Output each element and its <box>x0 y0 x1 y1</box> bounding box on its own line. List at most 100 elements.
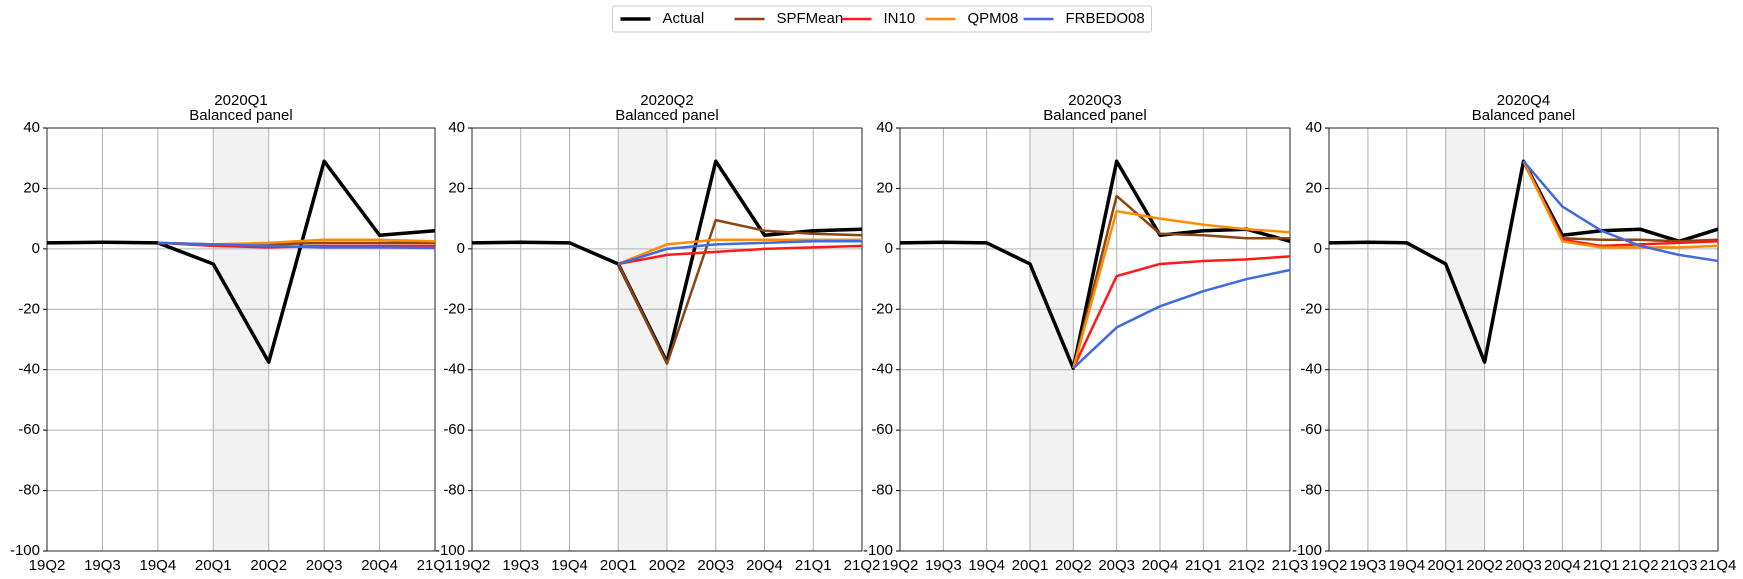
plot-frame <box>899 127 1291 552</box>
y-tick-label: -20 <box>443 300 465 317</box>
x-tick-label: 20Q2 <box>1466 557 1503 574</box>
x-tick-label: 20Q4 <box>1142 557 1179 574</box>
shaded-span <box>1030 128 1074 551</box>
x-tick-label: 19Q3 <box>84 557 121 574</box>
x-tick-label: 21Q3 <box>1661 557 1698 574</box>
x-tick-label: 20Q2 <box>1055 557 1092 574</box>
y-tick-label: -60 <box>443 421 465 438</box>
y-tick-label: 0 <box>885 240 893 257</box>
x-tick-label: 19Q4 <box>968 557 1005 574</box>
plot-frame <box>1328 127 1719 552</box>
x-tick-label: 21Q2 <box>1622 557 1659 574</box>
x-tick-label: 21Q4 <box>1700 557 1737 574</box>
x-tick-label: 20Q4 <box>1544 557 1581 574</box>
x-tick-label: 20Q3 <box>1505 557 1542 574</box>
series-line <box>1072 268 1291 370</box>
x-tick-label: 20Q2 <box>250 557 287 574</box>
y-tick-label: -20 <box>18 300 40 317</box>
chart-title: 2020Q4 <box>1497 92 1550 109</box>
x-tick-label: 19Q4 <box>140 557 177 574</box>
y-tick-label: 40 <box>448 119 465 136</box>
x-tick-label: 19Q2 <box>1311 557 1348 574</box>
y-tick-label: -20 <box>871 300 893 317</box>
legend-label: QPM08 <box>968 10 1019 27</box>
y-tick-label: -40 <box>443 361 465 378</box>
legend-box <box>612 5 1152 33</box>
legend-label: SPFMean <box>777 10 844 27</box>
series-line <box>1522 160 1719 248</box>
x-tick-label: 20Q1 <box>600 557 637 574</box>
x-tick-label: 20Q1 <box>1012 557 1049 574</box>
x-tick-label: 21Q1 <box>1185 557 1222 574</box>
y-tick-label: 0 <box>1314 240 1322 257</box>
series-line <box>617 238 862 266</box>
y-tick-label: 20 <box>876 179 893 196</box>
x-tick-label: 19Q3 <box>925 557 962 574</box>
x-tick-label: 19Q4 <box>551 557 588 574</box>
y-tick-label: -80 <box>18 482 40 499</box>
shaded-span <box>618 128 667 551</box>
series-line <box>1072 194 1290 369</box>
y-tick-label: -100 <box>863 542 893 559</box>
y-tick-label: -60 <box>1300 421 1322 438</box>
y-tick-label: -100 <box>435 542 465 559</box>
x-tick-label: 20Q3 <box>1098 557 1135 574</box>
legend-label: Actual <box>663 10 705 27</box>
x-tick-label: 20Q3 <box>697 557 734 574</box>
y-tick-label: 40 <box>876 119 893 136</box>
chart-subtitle: Balanced panel <box>1043 107 1146 124</box>
x-tick-label: 21Q1 <box>1583 557 1620 574</box>
shaded-span <box>1445 128 1485 551</box>
chart-title: 2020Q3 <box>1068 92 1121 109</box>
x-tick-label: 19Q4 <box>1388 557 1425 574</box>
y-tick-label: 0 <box>32 240 40 257</box>
legend-label: FRBEDO08 <box>1066 10 1145 27</box>
x-tick-label: 21Q2 <box>844 557 881 574</box>
y-tick-label: -60 <box>871 421 893 438</box>
y-tick-label: -80 <box>871 482 893 499</box>
plot-frame <box>471 127 863 552</box>
y-tick-label: -80 <box>443 482 465 499</box>
y-tick-label: 20 <box>1305 179 1322 196</box>
chart-subtitle: Balanced panel <box>1472 107 1575 124</box>
series-line <box>46 159 436 364</box>
x-tick-label: 19Q3 <box>502 557 539 574</box>
x-tick-label: 19Q2 <box>882 557 919 574</box>
x-tick-label: 21Q3 <box>1272 557 1309 574</box>
series-line <box>1072 255 1291 369</box>
y-tick-label: -100 <box>10 542 40 559</box>
y-tick-label: 40 <box>1305 119 1322 136</box>
y-tick-label: -20 <box>1300 300 1322 317</box>
x-tick-label: 19Q2 <box>454 557 491 574</box>
legend-label: IN10 <box>884 10 916 27</box>
chart-subtitle: Balanced panel <box>615 107 718 124</box>
y-tick-label: 20 <box>23 179 40 196</box>
shaded-span <box>213 128 269 551</box>
plot-frame <box>46 127 436 552</box>
series-line <box>617 218 863 365</box>
x-tick-label: 20Q1 <box>195 557 232 574</box>
series-line <box>1522 160 1719 249</box>
x-tick-label: 20Q3 <box>306 557 343 574</box>
x-tick-label: 21Q2 <box>1228 557 1265 574</box>
x-tick-label: 21Q1 <box>795 557 832 574</box>
y-tick-label: 0 <box>457 240 465 257</box>
y-tick-label: -40 <box>18 361 40 378</box>
y-tick-label: 20 <box>448 179 465 196</box>
y-tick-label: -80 <box>1300 482 1322 499</box>
x-tick-label: 19Q2 <box>29 557 66 574</box>
x-tick-label: 20Q4 <box>746 557 783 574</box>
series-line <box>1072 209 1291 369</box>
x-tick-label: 19Q3 <box>1350 557 1387 574</box>
y-tick-label: 40 <box>23 119 40 136</box>
x-tick-label: 20Q2 <box>649 557 686 574</box>
chart-title: 2020Q2 <box>640 92 693 109</box>
y-tick-label: -40 <box>871 361 893 378</box>
series-line <box>617 240 862 266</box>
y-tick-label: -40 <box>1300 361 1322 378</box>
series-line <box>899 159 1291 370</box>
x-tick-label: 20Q4 <box>361 557 398 574</box>
x-tick-label: 21Q1 <box>417 557 454 574</box>
